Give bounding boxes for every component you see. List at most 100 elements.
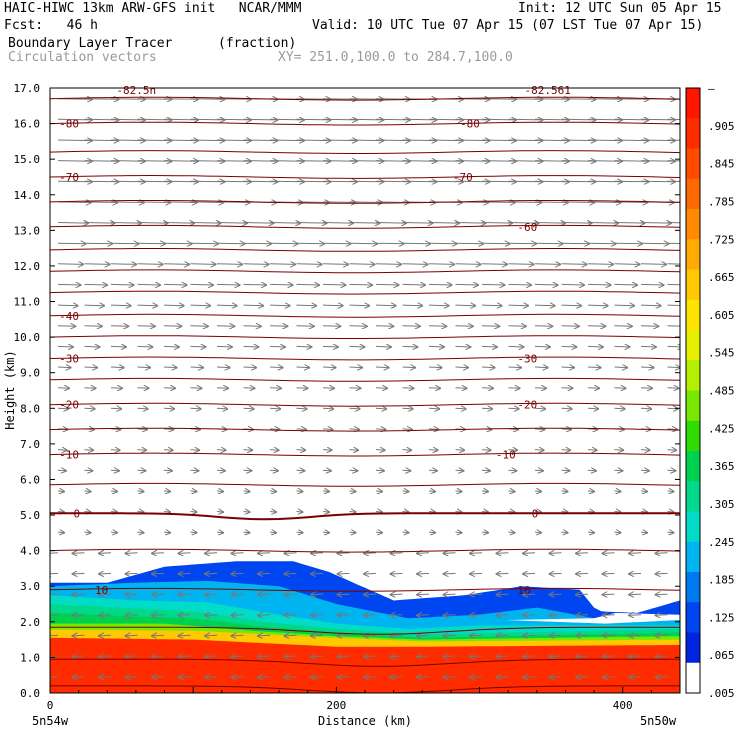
circulation-vector xyxy=(99,615,112,616)
circulation-vector xyxy=(656,553,668,554)
temperature-contour xyxy=(50,290,680,295)
circulation-vector xyxy=(587,388,599,389)
circulation-vector xyxy=(296,367,310,368)
circulation-vector xyxy=(614,470,623,471)
circulation-vector xyxy=(481,470,490,471)
x-axis-title: Distance (km) xyxy=(318,714,412,728)
temperature-contour xyxy=(50,224,680,229)
circulation-vector xyxy=(84,326,102,327)
circulation-vector xyxy=(190,388,202,389)
circulation-vector xyxy=(667,491,674,492)
circulation-vector xyxy=(311,615,324,616)
circulation-vector xyxy=(322,532,329,533)
circulation-vector xyxy=(137,305,158,306)
circulation-vector xyxy=(137,367,151,368)
circulation-vector xyxy=(110,284,134,285)
circulation-vector xyxy=(587,367,601,368)
x-tick-label: 200 xyxy=(326,699,346,712)
temperature-contour xyxy=(50,150,680,154)
circulation-vector xyxy=(364,635,377,636)
circulation-vector xyxy=(73,553,85,554)
circulation-vector xyxy=(587,346,603,347)
circulation-vector xyxy=(243,305,264,306)
circulation-vector xyxy=(205,553,218,554)
circulation-vector xyxy=(190,326,208,327)
circulation-vector xyxy=(190,264,216,265)
circulation-vector xyxy=(375,450,385,451)
circulation-vector xyxy=(656,656,668,657)
circulation-vector xyxy=(417,635,430,636)
circulation-vector xyxy=(296,305,317,306)
circulation-vector xyxy=(73,635,85,636)
circulation-vector xyxy=(481,408,492,409)
circulation-vector xyxy=(57,491,64,492)
circulation-vector xyxy=(561,532,568,533)
circulation-vector xyxy=(667,367,680,368)
circulation-vector xyxy=(667,388,679,389)
circulation-vector xyxy=(322,326,340,327)
contour-label: -20 xyxy=(59,399,79,412)
circulation-vector xyxy=(667,512,674,513)
circulation-vector xyxy=(534,388,546,389)
circulation-vector xyxy=(322,243,351,244)
circulation-vector xyxy=(523,677,536,678)
colorbar-label: .065 xyxy=(708,649,735,662)
circulation-vector xyxy=(629,615,642,616)
circulation-vector xyxy=(614,532,621,533)
circulation-vector xyxy=(243,223,274,224)
circulation-vector xyxy=(667,139,680,141)
colorbar-swatch xyxy=(686,662,700,694)
circulation-vector xyxy=(561,470,570,471)
circulation-vector xyxy=(163,470,172,471)
y-tick-label: 9.0 xyxy=(20,367,40,380)
circulation-vector xyxy=(57,532,64,533)
circulation-vector xyxy=(640,532,647,533)
circulation-vector xyxy=(84,264,110,265)
circulation-vector xyxy=(561,429,571,430)
circulation-vector xyxy=(364,677,377,678)
circulation-vector xyxy=(349,305,370,306)
circulation-vector xyxy=(640,367,654,368)
circulation-vector xyxy=(322,450,332,451)
circulation-vector xyxy=(205,573,218,574)
circulation-vector xyxy=(534,491,541,492)
circulation-vector xyxy=(84,512,91,513)
circulation-vector xyxy=(338,615,350,616)
circulation-vector xyxy=(258,635,271,636)
circulation-vector xyxy=(163,367,177,368)
circulation-vector xyxy=(508,388,520,389)
circulation-vector xyxy=(523,656,536,657)
circulation-vector xyxy=(243,326,261,327)
y-tick-label: 12.0 xyxy=(14,260,41,273)
circulation-vector xyxy=(84,491,91,492)
circulation-vector xyxy=(402,408,413,409)
circulation-vector xyxy=(322,470,331,471)
colorbar-swatch xyxy=(686,148,700,180)
colorbar-label: .905 xyxy=(708,120,735,133)
circulation-vector xyxy=(338,635,350,636)
temperature-contour xyxy=(50,482,680,487)
tracer-clear-pocket xyxy=(505,612,680,624)
circulation-vector xyxy=(428,284,452,285)
y-tick-label: 11.0 xyxy=(14,296,41,309)
circulation-vector xyxy=(285,594,297,595)
temperature-contour xyxy=(50,587,680,592)
circulation-vector xyxy=(190,243,219,244)
circulation-vector xyxy=(338,573,350,574)
circulation-vector xyxy=(587,532,594,533)
circulation-vector xyxy=(428,429,438,430)
circulation-vector xyxy=(163,408,174,409)
circulation-vector xyxy=(216,284,240,285)
circulation-vector xyxy=(190,450,200,451)
circulation-vector xyxy=(243,284,267,285)
y-tick-label: 13.0 xyxy=(14,224,41,237)
circulation-vector xyxy=(603,594,615,595)
circulation-vector xyxy=(667,429,677,430)
circulation-vector xyxy=(243,491,250,492)
colorbar-swatch xyxy=(686,481,700,512)
circulation-vector xyxy=(640,512,647,513)
circulation-vector xyxy=(444,677,456,678)
circulation-vector xyxy=(243,512,250,513)
colorbar: – .905 .845 .785 .725 .665 .605 .545 .485 .425 .36… xyxy=(685,82,735,700)
